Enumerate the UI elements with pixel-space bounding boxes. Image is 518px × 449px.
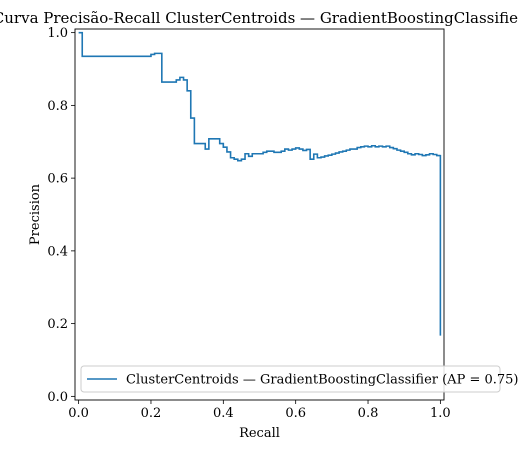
x-axis-label: Recall xyxy=(239,426,280,441)
x-tick-label: 0.2 xyxy=(141,406,162,421)
x-tick-label: 0.4 xyxy=(213,406,234,421)
x-tick-label: 0.8 xyxy=(358,406,379,421)
precision-recall-curve xyxy=(78,31,442,336)
y-tick-label: 0.6 xyxy=(47,172,68,187)
y-tick-label: 0.8 xyxy=(47,99,68,114)
plot-area xyxy=(75,29,444,400)
x-tick-label: 1.0 xyxy=(430,406,451,421)
y-axis: 0.0 0.2 0.4 0.6 0.8 1.0 xyxy=(47,26,75,405)
x-tick-label: 0.0 xyxy=(68,406,89,421)
y-tick-label: 0.2 xyxy=(47,317,68,332)
chart-title: Curva Precisão-Recall ClusterCentroids —… xyxy=(0,9,518,27)
y-tick-label: 1.0 xyxy=(47,26,68,41)
legend: ClusterCentroids — GradientBoostingClass… xyxy=(80,365,518,393)
x-tick-label: 0.6 xyxy=(285,406,306,421)
y-axis-label: Precision xyxy=(28,183,43,245)
y-tick-label: 0.0 xyxy=(47,390,68,405)
legend-label: ClusterCentroids — GradientBoostingClass… xyxy=(126,373,518,388)
x-axis: 0.0 0.2 0.4 0.6 0.8 1.0 xyxy=(68,400,451,421)
y-tick-label: 0.4 xyxy=(47,244,68,259)
legend-box xyxy=(80,365,501,393)
plot-frame xyxy=(74,28,445,401)
